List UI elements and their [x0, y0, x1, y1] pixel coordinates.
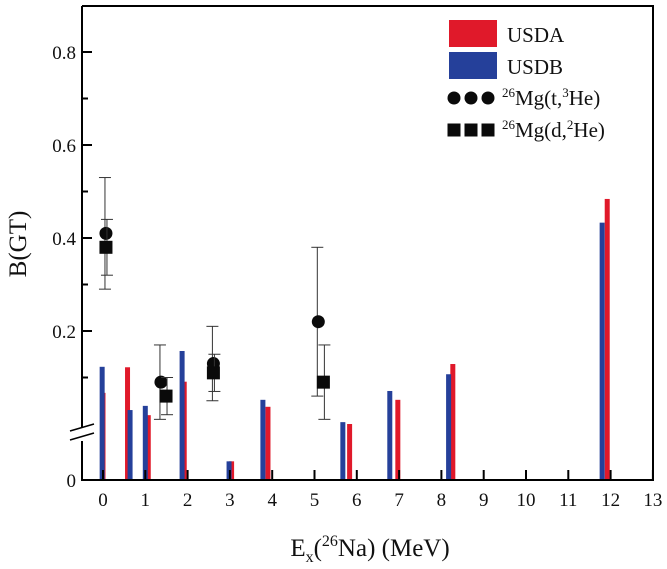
x-tick-label: 8	[437, 490, 447, 511]
x-tick-label: 7	[394, 490, 404, 511]
legend-swatch-usdb	[449, 52, 497, 79]
x-tick-label: 6	[352, 490, 362, 511]
bar-usda	[347, 424, 353, 480]
data-point-circle	[154, 375, 168, 389]
legend-marker-circle	[464, 91, 478, 105]
plot-frame	[81, 5, 654, 481]
bar-usda	[229, 461, 235, 480]
bar-usda	[145, 415, 151, 480]
legend-label-marker: 26Mg(t,3He)	[502, 85, 600, 110]
bar-usda	[265, 406, 271, 480]
legend-label-part: 2	[567, 117, 574, 132]
data-point-square	[206, 366, 220, 380]
data-point-square	[316, 375, 330, 389]
legend-label-usdb: USDB	[507, 55, 563, 79]
x-tick-label: 10	[517, 490, 536, 511]
data-point-square	[99, 240, 113, 254]
legend-marker-square	[464, 123, 478, 137]
bars-layer	[99, 198, 610, 480]
y-tick-label: 0.6	[52, 136, 76, 157]
y-tick-label: 0.8	[52, 43, 76, 64]
legend-label-part: 26	[502, 117, 516, 132]
bar-usdb	[142, 405, 148, 480]
legend-label-part: 3	[562, 85, 569, 100]
axis-break-mark	[69, 423, 95, 432]
bar-usda	[450, 364, 456, 480]
legend-label-part: He)	[569, 86, 600, 110]
x-tick-label: 1	[141, 490, 151, 511]
y-tick-label: 0.2	[52, 322, 76, 343]
x-tick-label: 11	[559, 490, 577, 511]
bar-usda	[395, 399, 401, 480]
data-point-square	[159, 389, 173, 403]
markers-layer	[98, 177, 331, 420]
x-tick-label: 9	[479, 490, 489, 511]
bar-usdb	[387, 390, 393, 480]
bar-usdb	[99, 366, 105, 480]
x-tick-label: 4	[267, 490, 277, 511]
axes-layer: 00.20.40.60.80 1 2 3 4 5 6 7 8 9 10 11 12 13	[52, 5, 662, 511]
legend-marker-square	[447, 123, 461, 137]
legend-marker-circle	[481, 91, 495, 105]
bar-usdb	[599, 222, 605, 480]
legend-label-marker: 26Mg(d,2He)	[502, 117, 605, 142]
bar-usdb	[260, 399, 266, 480]
legend-label-part: Mg(t,	[515, 86, 562, 110]
data-point-circle	[99, 226, 113, 240]
x-tick-label: 5	[310, 490, 320, 511]
x-tick-label: 0	[98, 490, 108, 511]
x-tick-label: 3	[225, 490, 235, 511]
y-axis-label: B(GT)	[5, 211, 32, 278]
legend-marker-circle	[447, 91, 461, 105]
y-tick-label: 0.4	[52, 229, 76, 250]
legend-label-part: He)	[573, 118, 604, 142]
axis-break-mark	[69, 432, 95, 441]
bar-usda	[125, 367, 131, 480]
x-tick-label: 2	[183, 490, 193, 511]
legend-label-part: Mg(d,	[515, 118, 567, 142]
x-axis-label: Ex(26Na) (MeV)	[290, 533, 449, 566]
legend-swatch-usda	[449, 20, 497, 47]
bar-usdb	[179, 350, 185, 480]
legend-marker-square	[481, 123, 495, 137]
data-point-circle	[311, 315, 325, 329]
y-tick-label: 0	[67, 471, 77, 492]
bar-usdb	[446, 374, 452, 480]
bar-usda	[604, 198, 610, 480]
legend-label-usda: USDA	[507, 23, 565, 47]
bar-usdb	[127, 410, 133, 480]
bar-usdb	[340, 422, 346, 480]
x-tick-label: 13	[643, 490, 662, 511]
x-tick-label: 12	[601, 490, 620, 511]
legend-label-part: 26	[502, 85, 516, 100]
